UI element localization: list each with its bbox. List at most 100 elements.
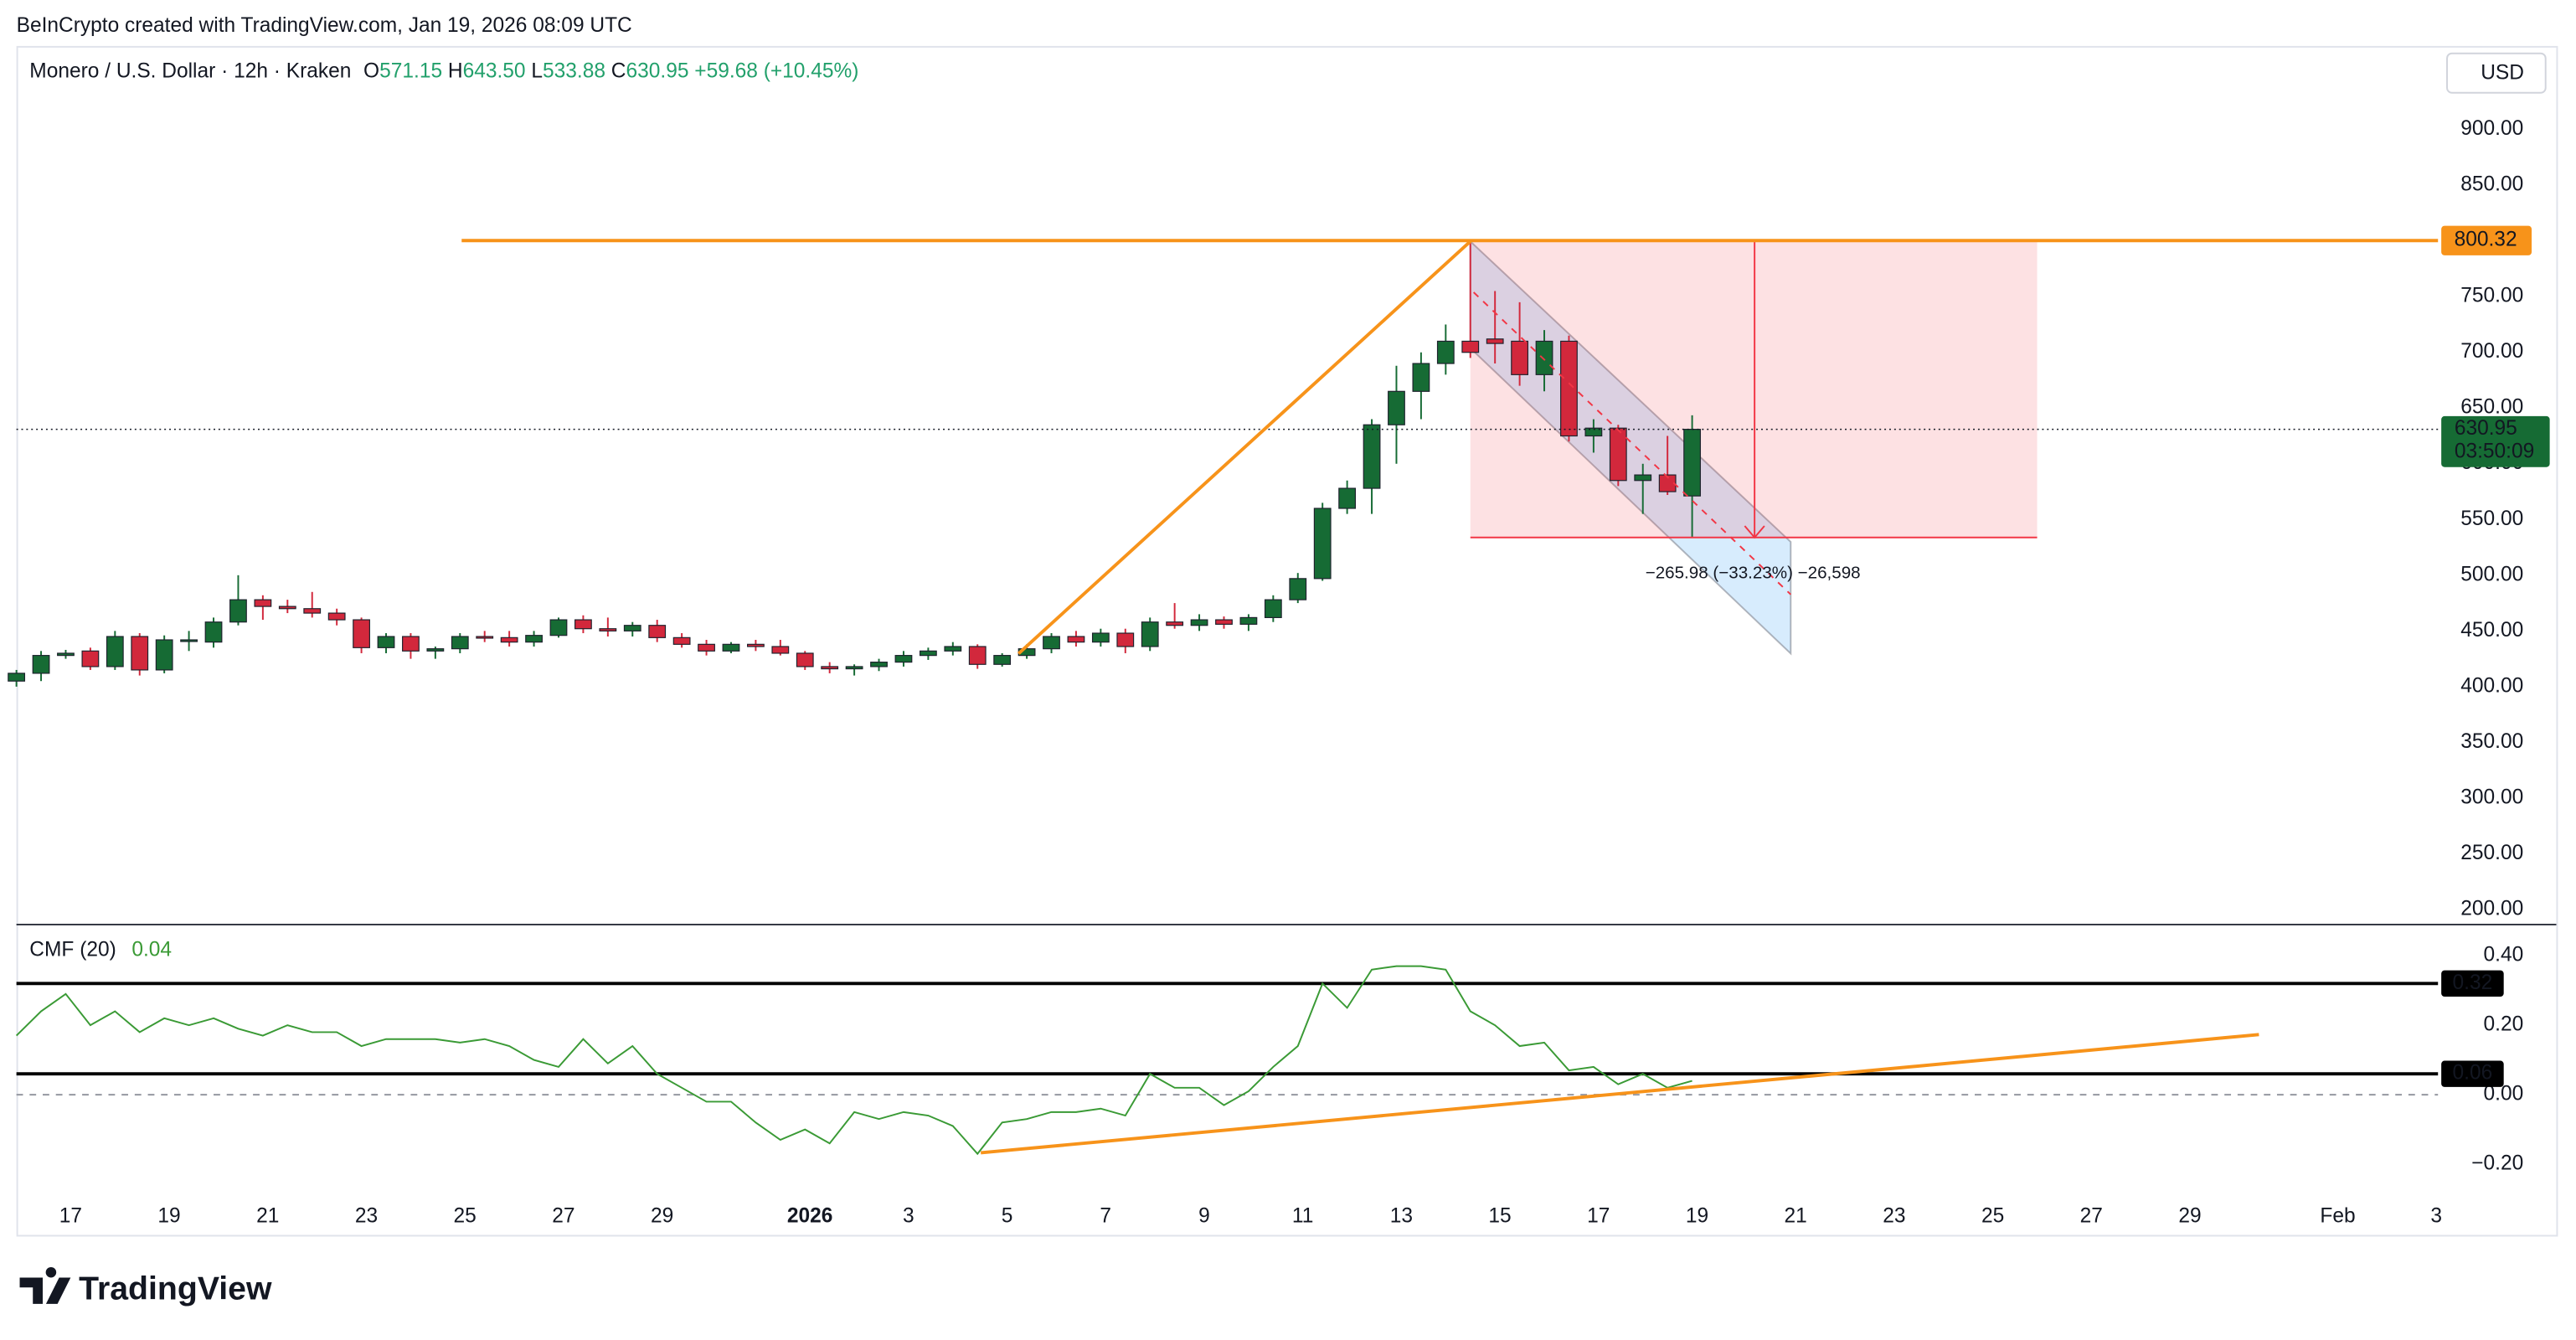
level-label: 0.32 <box>2453 972 2493 994</box>
candle-body <box>180 639 198 642</box>
trend-line <box>1017 240 1472 655</box>
candle-body <box>500 636 518 643</box>
candle-body <box>8 673 26 682</box>
candle-body <box>32 655 50 674</box>
header: BeInCrypto created with TradingView.com,… <box>17 14 632 37</box>
x-tick-label: 2026 <box>787 1204 833 1227</box>
legend-value: 630.95 <box>626 60 689 83</box>
candle-body <box>81 650 100 667</box>
legend: Monero / U.S. Dollar · 12h · Kraken O571… <box>29 60 858 83</box>
candle-body <box>1239 616 1258 625</box>
legend-key: C <box>611 60 626 83</box>
candle-body <box>1091 632 1110 643</box>
candle-body <box>451 636 469 650</box>
y-tick-label: 450.00 <box>2460 619 2523 642</box>
cmf-legend: CMF (20) 0.04 <box>29 939 172 961</box>
candle-body <box>1683 429 1701 497</box>
candle-body <box>796 652 814 667</box>
candle-body <box>574 619 592 630</box>
brand: TradingView <box>79 1270 272 1307</box>
y-tick-label: 400.00 <box>2460 674 2523 697</box>
candle-body <box>1535 340 1553 375</box>
candle-body <box>377 636 395 648</box>
candle-body <box>1634 474 1652 482</box>
candle-body <box>1264 599 1282 618</box>
level-label: 800.32 <box>2455 229 2517 251</box>
legend-value: 643.50 <box>463 60 526 83</box>
cmf-value: 0.04 <box>131 939 172 961</box>
x-tick-label: 29 <box>2178 1204 2201 1227</box>
level-label: 0.06 <box>2453 1062 2493 1085</box>
legend-value: 533.88 <box>543 60 605 83</box>
candle-body <box>1338 487 1357 509</box>
candle-body <box>327 612 346 621</box>
y-tick-label: 850.00 <box>2460 173 2523 196</box>
x-tick-label: 27 <box>2080 1204 2103 1227</box>
candle-body <box>845 666 863 670</box>
candle-body <box>894 655 913 663</box>
candle-body <box>1486 338 1504 344</box>
x-tick-label: Feb <box>2320 1204 2355 1227</box>
candle-body <box>1190 619 1208 626</box>
x-tick-label: 17 <box>1587 1204 1610 1227</box>
x-tick-label: 23 <box>355 1204 378 1227</box>
candle-body <box>278 606 296 610</box>
candle-body <box>1043 636 1060 650</box>
logo-mark <box>19 1266 71 1304</box>
cmf-trend-line <box>980 1033 2259 1155</box>
level-label-box <box>2441 1060 2504 1087</box>
candle-body <box>1461 340 1480 353</box>
candle-body <box>1141 621 1159 647</box>
candle-body <box>698 643 715 652</box>
x-tick-label: 23 <box>1883 1204 1905 1227</box>
candle-body <box>648 625 667 638</box>
candle-body <box>476 636 494 639</box>
candle-body <box>1609 427 1627 482</box>
y-tick-label: 0.40 <box>2484 944 2524 966</box>
legend-value: 571.15 <box>379 60 442 83</box>
x-tick-label: 21 <box>256 1204 279 1227</box>
candle-body <box>1584 427 1603 437</box>
candle-body <box>1412 363 1430 392</box>
x-tick-label: 29 <box>651 1204 673 1227</box>
currency-button[interactable] <box>2446 52 2547 94</box>
candle-body <box>870 662 888 667</box>
candle-body <box>1658 474 1677 492</box>
candle-body <box>1067 636 1085 643</box>
x-tick-label: 25 <box>454 1204 477 1227</box>
candle-body <box>944 646 962 652</box>
y-tick-label: 550.00 <box>2460 508 2523 530</box>
candles <box>8 240 1701 687</box>
x-tick-label: 15 <box>1488 1204 1511 1227</box>
countdown: 03:50:09 <box>2455 441 2534 463</box>
symbol-title: Monero / U.S. Dollar · 12h · Kraken <box>29 60 351 83</box>
x-tick-label: 7 <box>1100 1204 1111 1227</box>
arrow-head <box>1744 525 1765 539</box>
legend-key: H <box>448 60 463 83</box>
candle-body <box>1215 619 1233 625</box>
candle-body <box>303 608 322 614</box>
x-tick-label: 27 <box>552 1204 574 1227</box>
y-tick-label: 650.00 <box>2460 396 2523 419</box>
y-tick-label: −0.20 <box>2471 1152 2523 1175</box>
candle-body <box>1436 340 1455 364</box>
candle-body <box>722 643 740 652</box>
chart-frame <box>16 45 2558 1237</box>
legend-key: L <box>531 60 543 83</box>
candle-body <box>1289 578 1307 600</box>
candle-body <box>1560 340 1578 437</box>
y-tick-label: 750.00 <box>2460 285 2523 307</box>
candle-body <box>599 628 617 631</box>
currency: USD <box>2481 62 2524 85</box>
candle-body <box>1511 340 1529 375</box>
candle-body <box>1116 632 1135 647</box>
candle-body <box>771 646 790 654</box>
candle-body <box>1166 621 1184 626</box>
x-tick-label: 21 <box>1785 1204 1807 1227</box>
candle-body <box>57 652 75 657</box>
candle-body <box>1388 390 1405 425</box>
candle-body <box>106 636 124 667</box>
level-label-box <box>2441 225 2532 255</box>
